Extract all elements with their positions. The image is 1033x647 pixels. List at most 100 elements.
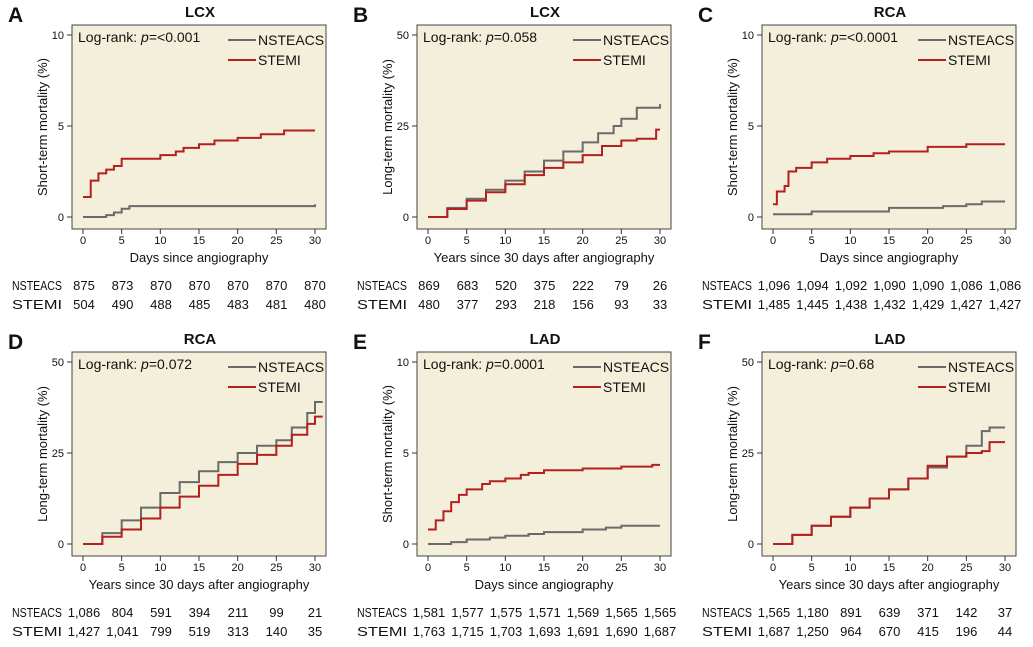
risk-table-group-label: STEMI (702, 297, 752, 312)
x-axis-label: Days since angiography (820, 250, 959, 265)
risk-table-value: 1,763 (413, 624, 446, 639)
risk-table-value: 670 (879, 624, 901, 639)
plot-area (416, 351, 672, 557)
panel-d: D RCA 0 25 50 0 5 10 15 20 25 30 Years since 30 days… (8, 331, 327, 639)
y-tick-label: 0 (403, 212, 409, 224)
risk-table-value: 504 (73, 297, 95, 312)
x-tick-label: 15 (883, 235, 895, 247)
risk-table-value: 156 (572, 297, 594, 312)
y-tick-label: 0 (403, 539, 409, 551)
series-line-nsteacs (428, 524, 660, 545)
panel-letter: B (353, 4, 368, 27)
y-tick-label: 10 (397, 357, 409, 369)
x-tick-label: 20 (232, 235, 244, 247)
risk-table-value: 1,581 (413, 605, 446, 620)
chart-title: RCA (874, 4, 907, 21)
panel-f: F LAD 0 25 50 0 5 10 15 20 25 30 Years since 30 days… (698, 331, 1017, 639)
p-label: p (485, 29, 494, 45)
risk-table-value: 1,090 (873, 278, 906, 293)
risk-table-value: 1,565 (644, 605, 677, 620)
risk-table-value: 1,438 (835, 297, 868, 312)
risk-table-value: 394 (189, 605, 211, 620)
log-rank-label: Log-rank: (768, 29, 831, 45)
log-rank-annotation: Log-rank: p=<0.001 (78, 29, 200, 45)
p-value: =<0.001 (149, 29, 201, 45)
risk-table-value: 26 (653, 278, 667, 293)
risk-table-value: 35 (308, 624, 322, 639)
series-line-stemi (773, 441, 1005, 545)
y-axis-label: Short-term mortality (%) (35, 58, 50, 196)
y-tick-label: 25 (742, 448, 754, 460)
series-line-stemi (428, 128, 660, 218)
risk-table-value: 1,565 (758, 605, 791, 620)
x-tick-label: 20 (922, 562, 934, 574)
risk-table-value: 1,429 (912, 297, 945, 312)
panel-letter: E (353, 331, 367, 354)
risk-table-group-label: STEMI (357, 297, 407, 312)
p-label: p (140, 356, 149, 372)
x-tick-label: 0 (80, 235, 86, 247)
x-tick-label: 15 (193, 562, 205, 574)
risk-table-value: 1,086 (950, 278, 983, 293)
chart-title: RCA (184, 331, 217, 348)
y-tick-label: 10 (52, 30, 64, 42)
x-tick-label: 0 (770, 235, 776, 247)
series-line-nsteacs (83, 204, 316, 218)
x-tick-label: 30 (309, 562, 321, 574)
legend-label: NSTEACS (258, 359, 324, 375)
risk-table-value: 870 (266, 278, 288, 293)
y-tick-label: 5 (58, 121, 64, 133)
risk-table-group-label: NSTEACS (357, 605, 407, 620)
x-tick-label: 15 (883, 562, 895, 574)
chart-title: LAD (530, 331, 561, 348)
risk-table-value: 799 (150, 624, 172, 639)
series-line-stemi (773, 143, 1005, 206)
series-line-nsteacs (428, 104, 661, 218)
risk-table-value: 415 (917, 624, 939, 639)
risk-table-value: 873 (112, 278, 134, 293)
risk-table-value: 870 (304, 278, 326, 293)
risk-table-value: 1,041 (106, 624, 139, 639)
risk-table-value: 1,575 (490, 605, 523, 620)
risk-table-value: 639 (879, 605, 901, 620)
risk-table-group-label: NSTEACS (12, 605, 62, 620)
risk-table-value: 211 (228, 605, 249, 620)
y-tick-label: 50 (397, 30, 409, 42)
plot-area (761, 24, 1017, 230)
risk-table-value: 804 (112, 605, 134, 620)
x-tick-label: 25 (270, 562, 282, 574)
risk-table-value: 1,569 (567, 605, 600, 620)
x-tick-label: 5 (464, 235, 470, 247)
p-label: p (140, 29, 149, 45)
log-rank-annotation: Log-rank: p=0.058 (423, 29, 537, 45)
legend-label: NSTEACS (603, 359, 669, 375)
log-rank-label: Log-rank: (78, 356, 141, 372)
risk-table-group-label: STEMI (357, 624, 407, 639)
risk-table-group-label: STEMI (12, 297, 62, 312)
p-label: p (830, 356, 839, 372)
risk-table-value: 1,687 (758, 624, 791, 639)
risk-table-value: 79 (614, 278, 628, 293)
x-tick-label: 30 (999, 562, 1011, 574)
x-tick-label: 25 (960, 235, 972, 247)
risk-table-value: 481 (266, 297, 288, 312)
x-tick-label: 10 (844, 235, 856, 247)
legend-label: NSTEACS (948, 359, 1014, 375)
panel-b: B LCX 0 25 50 0 5 10 15 20 25 30 Years since 30 days… (353, 4, 672, 312)
x-axis-label: Years since 30 days after angiography (89, 577, 310, 592)
risk-table-value: 1,090 (912, 278, 945, 293)
log-rank-label: Log-rank: (423, 356, 486, 372)
x-tick-label: 10 (499, 562, 511, 574)
risk-table-value: 1,180 (796, 605, 829, 620)
risk-table-value: 480 (418, 297, 440, 312)
p-value: =0.058 (494, 29, 537, 45)
risk-table-value: 142 (956, 605, 978, 620)
risk-table-value: 488 (150, 297, 172, 312)
p-value: =0.68 (839, 356, 875, 372)
y-tick-label: 0 (58, 212, 64, 224)
x-tick-label: 10 (154, 562, 166, 574)
y-tick-label: 0 (748, 212, 754, 224)
y-tick-label: 25 (397, 121, 409, 133)
x-axis-label: Years since 30 days after angiography (779, 577, 1000, 592)
risk-table-value: 33 (653, 297, 667, 312)
